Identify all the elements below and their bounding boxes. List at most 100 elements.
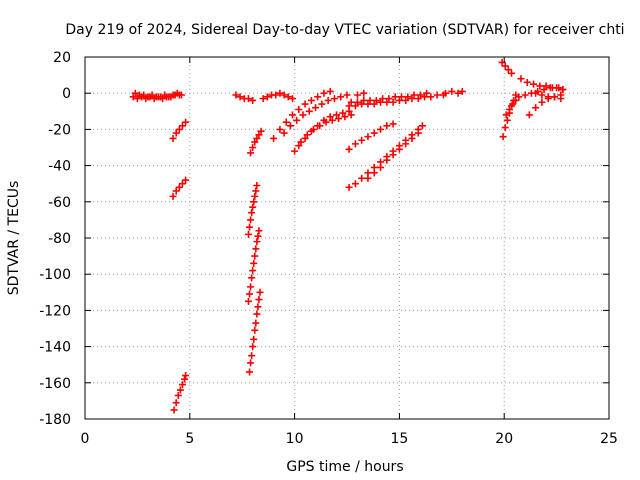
data-point xyxy=(236,93,244,101)
data-point xyxy=(174,391,182,399)
data-point xyxy=(293,116,301,124)
data-point xyxy=(377,163,385,171)
y-tick-label: -40 xyxy=(48,159,71,175)
data-point xyxy=(295,105,303,113)
series-17 xyxy=(442,87,466,97)
data-point xyxy=(249,96,257,104)
series-1 xyxy=(131,89,181,101)
data-point xyxy=(257,127,265,135)
data-point xyxy=(172,129,180,137)
y-tick-label: -20 xyxy=(48,122,71,138)
data-point xyxy=(397,93,405,101)
data-point xyxy=(326,87,334,95)
data-point xyxy=(251,138,259,146)
data-point xyxy=(148,91,156,99)
data-point xyxy=(247,283,255,291)
data-point xyxy=(289,95,297,103)
data-point xyxy=(282,118,290,126)
data-point xyxy=(318,100,326,108)
data-points xyxy=(129,58,567,414)
data-point xyxy=(251,252,259,260)
data-point xyxy=(341,113,349,121)
data-point xyxy=(252,245,260,253)
data-point xyxy=(286,122,294,130)
data-point xyxy=(297,138,305,146)
data-point xyxy=(366,96,374,104)
data-point xyxy=(169,91,177,99)
series-9 xyxy=(246,288,264,376)
x-tick-labels: 0 5 10 15 20 25 xyxy=(81,431,618,447)
series-20 xyxy=(364,129,422,182)
data-point xyxy=(333,111,341,119)
data-point xyxy=(284,93,292,101)
data-point xyxy=(347,98,355,106)
data-point xyxy=(442,89,450,97)
y-tick-labels: -180 -160 -140 -120 -100 -80 -60 -40 -20 0 20 xyxy=(39,50,71,428)
data-point xyxy=(251,326,259,334)
data-point xyxy=(244,230,252,238)
series-7 xyxy=(244,182,261,238)
data-point xyxy=(414,129,422,137)
data-point xyxy=(347,111,355,119)
data-point xyxy=(395,145,403,153)
data-point xyxy=(169,134,177,142)
data-point xyxy=(165,93,173,101)
data-point xyxy=(175,183,183,191)
data-point xyxy=(351,140,359,148)
series-3 xyxy=(169,176,190,200)
data-point xyxy=(280,129,288,137)
data-point xyxy=(389,151,397,159)
data-point xyxy=(305,107,313,115)
data-point xyxy=(320,89,328,97)
data-point xyxy=(372,96,380,104)
data-point xyxy=(404,93,412,101)
series-21 xyxy=(498,58,516,77)
data-point xyxy=(254,232,262,240)
axis-ticks xyxy=(84,56,610,420)
data-point xyxy=(345,183,353,191)
data-point xyxy=(255,227,263,235)
data-point xyxy=(389,120,397,128)
data-point xyxy=(370,129,378,137)
data-point xyxy=(182,372,190,380)
series-10 xyxy=(259,89,297,103)
data-point xyxy=(532,89,540,97)
data-point xyxy=(353,98,361,106)
data-point xyxy=(172,399,180,407)
data-point xyxy=(448,87,456,95)
data-point xyxy=(559,86,567,94)
data-point xyxy=(270,134,278,142)
series-23 xyxy=(502,93,523,119)
data-point xyxy=(383,98,391,106)
data-point xyxy=(178,122,186,130)
data-point xyxy=(523,78,531,86)
data-point xyxy=(427,93,435,101)
series-24 xyxy=(517,75,567,94)
series-2 xyxy=(169,118,190,142)
data-point xyxy=(255,296,263,304)
data-point xyxy=(248,209,256,217)
data-point xyxy=(416,91,424,99)
data-point xyxy=(173,89,181,97)
data-point xyxy=(544,93,552,101)
x-tick-label: 0 xyxy=(81,431,90,447)
data-point xyxy=(385,95,393,103)
data-point xyxy=(458,87,466,95)
series-4 xyxy=(170,372,190,414)
data-point xyxy=(358,136,366,144)
data-point xyxy=(272,91,280,99)
data-point xyxy=(512,96,520,104)
data-point xyxy=(551,93,559,101)
data-point xyxy=(129,93,137,101)
data-point xyxy=(289,111,297,119)
data-point xyxy=(250,198,258,206)
y-tick-label: -140 xyxy=(39,340,71,356)
data-point xyxy=(295,142,303,150)
data-point xyxy=(301,134,309,142)
data-point xyxy=(557,95,565,103)
data-point xyxy=(360,96,368,104)
data-point xyxy=(343,91,351,99)
data-point xyxy=(177,91,185,99)
data-point xyxy=(172,187,180,195)
data-point xyxy=(175,125,183,133)
